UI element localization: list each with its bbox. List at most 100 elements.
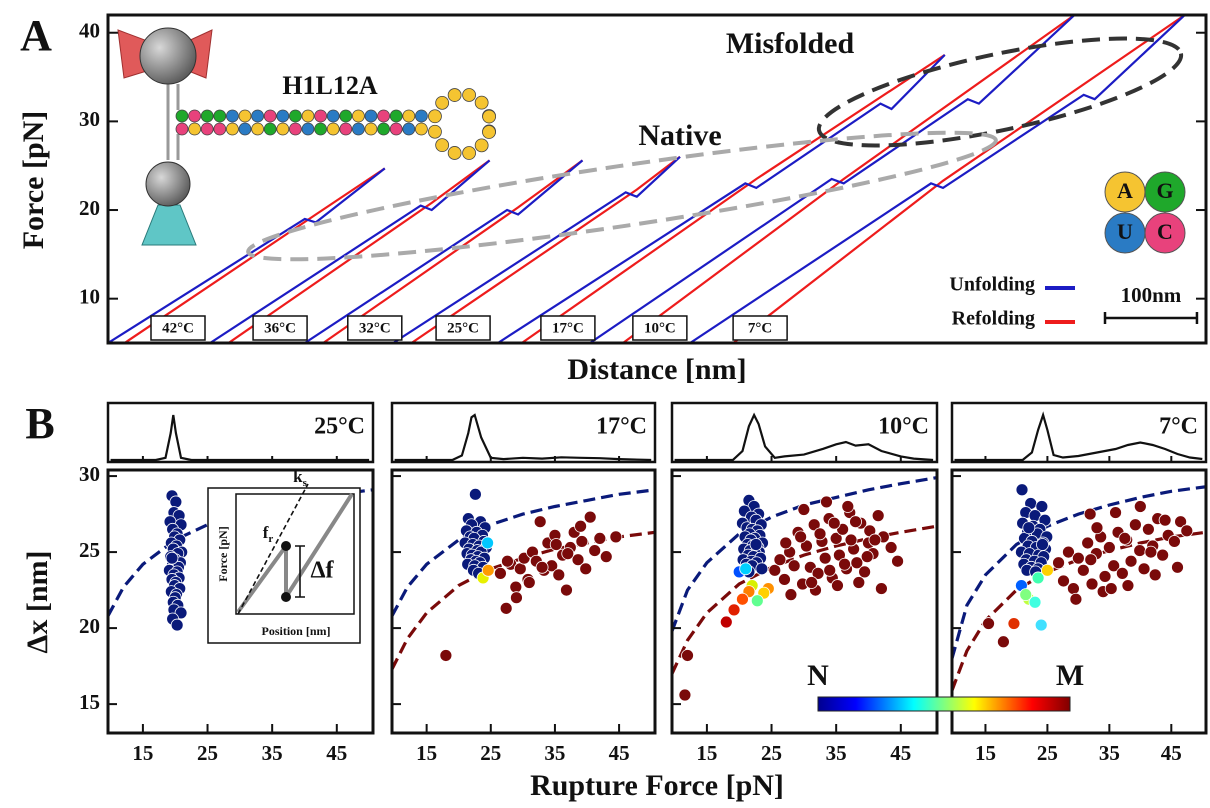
nucleotide (175, 109, 189, 123)
point (599, 550, 613, 564)
nucleotide (351, 109, 365, 123)
inset-label-main: f (263, 523, 269, 542)
point (535, 560, 549, 574)
temperature-box (150, 315, 206, 341)
nucleotide (474, 138, 489, 153)
colorbar-label: M (1056, 659, 1084, 692)
point (170, 618, 184, 632)
inset-label-sub: s (303, 477, 308, 489)
construct-label: H1L12A (282, 71, 378, 100)
point (1168, 535, 1181, 548)
point (1171, 560, 1184, 574)
nucleotide (251, 122, 265, 136)
y-axis-label: Δx [nm] (21, 551, 54, 654)
panel-title: 17°C (596, 414, 647, 440)
y-tick-label: 25 (79, 538, 100, 562)
point (1144, 545, 1158, 559)
point (800, 539, 813, 553)
x-axis-label: Distance [nm] (567, 353, 746, 386)
point (1148, 568, 1162, 582)
scale-bar-label: 100nm (1121, 283, 1182, 307)
x-tick-label: 15 (132, 741, 153, 765)
density (394, 413, 652, 462)
point (755, 562, 769, 576)
point (750, 594, 764, 608)
temperature-box (632, 315, 688, 341)
temperature-box (347, 315, 403, 341)
point (875, 582, 888, 595)
refolding-trace (227, 159, 491, 343)
point (1041, 563, 1054, 577)
point (579, 562, 593, 576)
point (1137, 562, 1151, 576)
temperature-box (732, 315, 788, 341)
point (838, 557, 851, 571)
y-tick-label: 15 (79, 690, 100, 714)
point (571, 553, 585, 567)
point (1052, 556, 1065, 570)
point (818, 551, 832, 565)
point (513, 562, 527, 576)
unfolding-trace (209, 159, 491, 343)
point (1028, 595, 1042, 609)
point (868, 533, 882, 547)
nucleotide (188, 122, 202, 136)
point (533, 515, 547, 529)
point (1069, 592, 1083, 606)
inset-label: Force [pN] (216, 526, 230, 581)
nucleotide (447, 88, 462, 102)
x-tick-label: 45 (326, 741, 347, 765)
nucleotide (364, 122, 378, 136)
point (773, 553, 787, 567)
point (1133, 500, 1147, 513)
inset-label: fr (263, 523, 274, 545)
temperature-box (252, 315, 308, 341)
plot-area (108, 488, 373, 632)
point (481, 563, 495, 577)
nucleotide (225, 122, 239, 136)
point (1115, 566, 1129, 580)
base-label: U (1117, 219, 1133, 244)
base-swatch (1144, 171, 1186, 213)
point (1090, 521, 1104, 535)
point (794, 530, 808, 544)
inset-label: Δf (310, 558, 334, 584)
nucleotide (474, 95, 489, 110)
fit-curve (392, 488, 655, 617)
inset-label-main: k (293, 467, 303, 486)
point (860, 550, 874, 564)
point (820, 495, 833, 509)
unfolding-trace (689, 15, 1186, 343)
nucleotide (402, 122, 416, 136)
nucleotide (351, 122, 365, 136)
strip-frame (106, 401, 375, 464)
point (678, 688, 692, 702)
native-region (246, 130, 998, 262)
nucleotide (428, 124, 442, 139)
fit-curve (672, 524, 937, 675)
refolding-trace (410, 155, 681, 343)
refolding-trace (521, 53, 946, 343)
nucleotide (276, 122, 290, 136)
inset-axes (235, 493, 355, 615)
y-tick-label: 10 (79, 284, 100, 308)
point (575, 535, 589, 548)
y-tick-label: 20 (79, 614, 100, 638)
nucleotide (326, 109, 340, 123)
panel-label: A (20, 11, 52, 60)
temperature-box (540, 315, 596, 341)
density (954, 411, 1203, 462)
annotation: Misfolded (726, 27, 855, 60)
point (811, 566, 825, 580)
plot-area (392, 487, 655, 670)
point (849, 515, 862, 529)
nucleotide (447, 146, 462, 160)
point (982, 617, 995, 630)
x-tick-label: 45 (609, 741, 630, 765)
x-axis-label: Rupture Force [pN] (530, 769, 784, 802)
frame (106, 468, 375, 735)
nucleotide (188, 109, 202, 123)
misfolded-region (816, 36, 1184, 148)
inset-label-sub: r (268, 533, 273, 545)
annotation: Native (638, 119, 721, 152)
